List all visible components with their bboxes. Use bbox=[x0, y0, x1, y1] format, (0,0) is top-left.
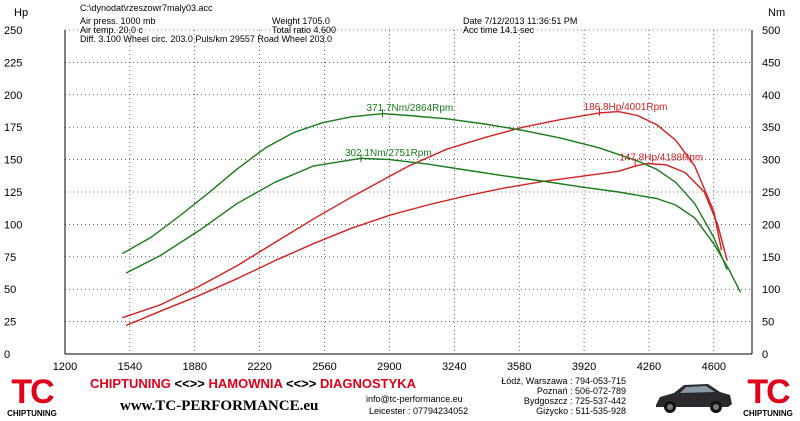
left-tick-label: 200 bbox=[4, 90, 22, 102]
run-parameters: Diff. 3.100 Wheel circ. 203.0 Puls/km 29… bbox=[80, 34, 332, 44]
right-tick-label: 300 bbox=[762, 155, 780, 167]
x-tick-label: 3580 bbox=[507, 361, 531, 370]
service-diagnostyka: DIAGNOSTYKA bbox=[319, 376, 417, 391]
right-tick-label: 400 bbox=[762, 90, 780, 102]
torque-line-1 bbox=[121, 112, 728, 271]
left-tick-label: 0 bbox=[4, 349, 10, 361]
left-tick-label: 250 bbox=[4, 25, 22, 37]
x-tick-label: 4600 bbox=[702, 361, 726, 370]
logo-text: TC bbox=[11, 373, 54, 411]
x-tick-label: 4260 bbox=[637, 361, 661, 370]
series-group bbox=[121, 110, 742, 327]
left-tick-label: 150 bbox=[4, 155, 22, 167]
service-separator: <<>> bbox=[282, 376, 320, 391]
contact-lodz-warszawa: Łódź, Warszawa : 794-053-715 bbox=[501, 376, 626, 386]
air-temperature: Air temp. 20.0 c bbox=[80, 25, 144, 35]
footer: TC CHIPTUNING CHIPTUNING <<>> HAMOWNIA <… bbox=[0, 372, 800, 421]
leicester-phone: Leicester : 07794234052 bbox=[369, 406, 469, 416]
email-link[interactable]: info@tc-performance.eu bbox=[366, 394, 463, 404]
air-pressure: Air press. 1000 mb bbox=[80, 16, 156, 26]
logo-subtext: CHIPTUNING bbox=[7, 409, 57, 418]
tc-logo-right: TC CHIPTUNING bbox=[738, 375, 798, 419]
left-tick-label: 75 bbox=[4, 252, 16, 264]
right-tick-label: 350 bbox=[762, 122, 780, 134]
right-tick-label: 50 bbox=[762, 317, 774, 329]
peak-label: 302.1Nm/2751Rpm bbox=[345, 148, 432, 159]
left-tick-label: 125 bbox=[4, 187, 22, 199]
website-link[interactable]: www.TC-PERFORMANCE.eu bbox=[120, 398, 319, 414]
logo-text: TC bbox=[747, 373, 790, 411]
right-tick-label: 0 bbox=[762, 349, 768, 361]
peak-label: 147.8Hp/4188Rpm bbox=[619, 152, 703, 163]
test-date: Date 7/12/2013 11:36:51 PM bbox=[463, 16, 578, 26]
right-tick-label: 450 bbox=[762, 57, 780, 69]
total-ratio: Total ratio 4.600 bbox=[272, 25, 337, 35]
torque-line-2 bbox=[125, 157, 742, 293]
service-chiptuning: CHIPTUNING bbox=[90, 376, 171, 391]
grid bbox=[65, 29, 752, 355]
file-path: C:\dynodat\rzeszowr7maly03.acc bbox=[80, 3, 213, 13]
annotation-group: 186.8Hp/4001Rpm 147.8Hp/4188Rpm 371.7Nm/28… bbox=[345, 102, 703, 167]
right-tick-label: 150 bbox=[762, 252, 780, 264]
service-separator: <<>> bbox=[170, 376, 209, 391]
peak-label: 371.7Nm/2864Rpm bbox=[367, 103, 454, 114]
left-tick-label: 25 bbox=[4, 317, 16, 329]
contact-gizycko: Giżycko : 511-535-928 bbox=[536, 406, 626, 416]
right-tick-label: 500 bbox=[762, 25, 780, 37]
peak-label: 186.8Hp/4001Rpm bbox=[584, 102, 668, 113]
car-image bbox=[656, 384, 732, 413]
x-tick-label: 1880 bbox=[183, 361, 207, 370]
vehicle-weight: Weight 1705.0 bbox=[272, 16, 330, 26]
left-axis-unit: Hp bbox=[14, 7, 28, 19]
x-tick-label: 1540 bbox=[118, 361, 142, 370]
right-tick-label: 100 bbox=[762, 284, 780, 296]
x-tick-label: 3920 bbox=[572, 361, 596, 370]
right-axis-unit: Nm bbox=[768, 7, 785, 19]
left-tick-label: 175 bbox=[4, 122, 22, 134]
right-tick-label: 200 bbox=[762, 219, 780, 231]
service-hamownia: HAMOWNIA bbox=[208, 376, 283, 391]
power-line-2 bbox=[125, 162, 728, 327]
left-tick-label: 50 bbox=[4, 284, 16, 296]
right-tick-label: 250 bbox=[762, 187, 780, 199]
x-tick-label: 2900 bbox=[377, 361, 401, 370]
logo-subtext: CHIPTUNING bbox=[743, 409, 793, 418]
left-tick-label: 100 bbox=[4, 219, 22, 231]
left-tick-label: 225 bbox=[4, 57, 22, 69]
x-tick-label: 1200 bbox=[53, 361, 77, 370]
x-tick-label: 3240 bbox=[442, 361, 466, 370]
x-tick-label: 2220 bbox=[247, 361, 271, 370]
acceleration-time: Acc time 14.1 sec bbox=[463, 25, 535, 35]
contact-bydgoszcz: Bydgoszcz : 725-537-442 bbox=[523, 396, 626, 406]
tc-logo-left: TC CHIPTUNING bbox=[2, 375, 62, 419]
services-line: CHIPTUNING <<>> HAMOWNIA <<>> DIAGNOSTYK… bbox=[90, 376, 416, 391]
dyno-chart: 0 0 25 50 50 100 75 150 100 200 125 250 150 300 175 350… bbox=[4, 7, 785, 370]
contact-poznan: Poznań : 506-072-789 bbox=[536, 386, 626, 396]
power-line-1 bbox=[122, 110, 723, 319]
x-tick-label: 2560 bbox=[312, 361, 336, 370]
axes: 0 0 25 50 50 100 75 150 100 200 125 250 150 300 175 350… bbox=[4, 25, 780, 370]
